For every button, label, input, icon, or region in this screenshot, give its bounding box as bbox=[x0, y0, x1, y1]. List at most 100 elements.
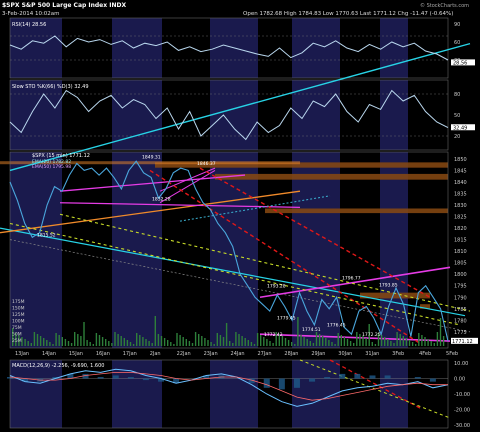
price-tick-label: 1810 bbox=[454, 249, 467, 255]
price-tick-label: 1795 bbox=[454, 284, 467, 290]
volume-bar bbox=[241, 336, 243, 346]
magenta-trendline-top bbox=[59, 174, 246, 192]
volume-bar bbox=[98, 335, 101, 346]
volume-bar bbox=[83, 322, 85, 346]
volume-bar bbox=[55, 333, 57, 346]
volume-bar bbox=[318, 334, 321, 346]
volume-bar bbox=[157, 334, 160, 346]
volume-bar bbox=[353, 343, 355, 346]
date-tick-label: 15Jan bbox=[69, 351, 83, 357]
session-shade bbox=[10, 80, 62, 150]
macd-histogram-bar bbox=[354, 373, 361, 379]
price-annotation: 1849.31 bbox=[142, 155, 161, 161]
volume-bar bbox=[393, 343, 395, 346]
price-legend-sub: EMA(50) 1795.98 bbox=[32, 164, 71, 170]
yellow-channel-a bbox=[9, 222, 461, 326]
session-shade bbox=[112, 80, 162, 150]
volume-bar bbox=[424, 337, 426, 346]
resistance-zone bbox=[215, 173, 448, 180]
date-tick-label: 3Feb bbox=[392, 351, 404, 357]
volume-bar bbox=[402, 336, 404, 346]
volume-bar bbox=[39, 336, 42, 346]
volume-bar bbox=[126, 340, 129, 346]
volume-bar bbox=[27, 341, 29, 346]
orange-band bbox=[0, 161, 300, 165]
price-current-value: 1771.12 bbox=[452, 339, 473, 345]
volume-bar bbox=[204, 338, 206, 346]
volume-bar bbox=[328, 340, 330, 346]
date-label: 3-Feb-2014 10:02am bbox=[2, 11, 60, 17]
volume-bar bbox=[18, 335, 20, 346]
volume-bar bbox=[442, 336, 445, 346]
date-tick-label: 17Jan bbox=[123, 351, 137, 357]
volume-bar bbox=[368, 324, 370, 346]
resistance-zone bbox=[420, 304, 430, 309]
volume-bar bbox=[371, 342, 373, 346]
price-annotation: 1832.28 bbox=[152, 197, 171, 203]
volume-bar bbox=[194, 332, 197, 346]
volume-bar bbox=[43, 338, 45, 346]
volume-bar bbox=[411, 342, 414, 346]
red-channel-a bbox=[149, 169, 421, 344]
price-legend: $SPX (15 min) 1771.12 bbox=[32, 153, 90, 159]
macd-histogram-bar bbox=[293, 378, 300, 388]
volume-bar bbox=[15, 333, 17, 346]
macd-signal-line bbox=[9, 371, 448, 401]
volume-bar bbox=[12, 328, 14, 346]
volume-bar bbox=[129, 342, 132, 346]
price-tick-label: 1785 bbox=[454, 307, 467, 313]
date-tick-label: 2Jan bbox=[150, 351, 161, 357]
price-annotation: 1796.77 bbox=[342, 276, 361, 282]
sto-tick-label: 80 bbox=[454, 92, 460, 98]
volume-bar bbox=[160, 336, 163, 346]
volume-bar bbox=[343, 337, 346, 346]
macd-histogram-bar bbox=[112, 375, 119, 379]
date-tick-label: 13Jan bbox=[15, 351, 29, 357]
price-tick-label: 1850 bbox=[454, 157, 467, 163]
rsi-legend: RSI(14) 28.56 bbox=[12, 22, 46, 28]
panel-frame-stochastic bbox=[9, 79, 449, 151]
symbol-title: $SPX S&P 500 Large Cap Index INDX bbox=[2, 2, 126, 9]
volume-bar bbox=[349, 341, 352, 346]
price-tick-label: 1815 bbox=[454, 238, 467, 244]
price-annotation: 1815.52 bbox=[37, 232, 56, 238]
panel-frame-rsi bbox=[9, 17, 449, 79]
volume-bar bbox=[294, 344, 296, 346]
volume-bar bbox=[188, 341, 191, 346]
volume-bar bbox=[33, 332, 36, 346]
volume-bar bbox=[303, 337, 305, 346]
price-tick-label: 1830 bbox=[454, 203, 467, 209]
price-tick-label: 1800 bbox=[454, 272, 467, 278]
volume-bar bbox=[235, 332, 237, 346]
volume-bar bbox=[58, 335, 60, 346]
cyan-trendline-lower bbox=[0, 227, 466, 317]
macd-histogram-bar bbox=[127, 377, 134, 379]
volume-bar bbox=[225, 323, 228, 346]
volume-bar bbox=[322, 336, 324, 346]
volume-bar bbox=[291, 342, 293, 346]
volume-bar bbox=[167, 340, 169, 346]
volume-bar bbox=[247, 340, 249, 346]
session-shade bbox=[380, 80, 408, 150]
sto-legend: Slow STO %K(66) %D(3) 32.49 bbox=[12, 84, 89, 90]
macd-histogram-bar bbox=[158, 378, 165, 382]
volume-bar bbox=[185, 339, 187, 346]
volume-bar bbox=[92, 344, 94, 346]
volume-bar bbox=[74, 332, 76, 346]
date-tick-label: 29Jan bbox=[311, 351, 325, 357]
volume-bar bbox=[216, 333, 218, 346]
rsi-value-badge bbox=[451, 59, 475, 66]
macd-tick-label: 0.00 bbox=[454, 377, 465, 383]
volume-bar bbox=[396, 332, 398, 346]
volume-bar bbox=[238, 334, 240, 346]
date-tick-label: 22Jan bbox=[177, 351, 191, 357]
volume-bar bbox=[77, 334, 79, 346]
volume-bar bbox=[415, 344, 417, 346]
macd-histogram-bar bbox=[82, 373, 89, 379]
magenta-wedge-b bbox=[159, 170, 216, 204]
volume-tick-label: 150M bbox=[12, 306, 25, 312]
volume-bar bbox=[439, 318, 442, 346]
price-annotation: 1772.42 bbox=[264, 332, 283, 338]
volume-bar bbox=[67, 341, 70, 346]
